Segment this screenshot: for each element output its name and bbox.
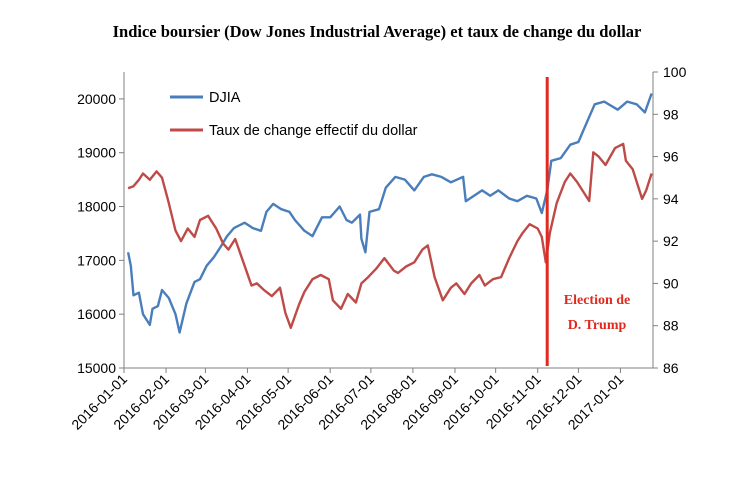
y-right-tick-label: 92 — [663, 233, 679, 249]
election-annotation-label: Election de — [564, 293, 631, 308]
y-right-tick-label: 90 — [663, 275, 679, 291]
election-annotation-label: D. Trump — [568, 318, 627, 333]
y-left-tick-label: 15000 — [77, 360, 116, 376]
y-left-tick-label: 16000 — [77, 306, 116, 322]
y-right-tick-label: 98 — [663, 106, 679, 122]
y-right-tick-label: 94 — [663, 191, 679, 207]
y-right-tick-label: 86 — [663, 360, 679, 376]
y-right-tick-label: 96 — [663, 149, 679, 165]
y-left-tick-label: 20000 — [77, 91, 116, 107]
y-left-tick-label: 18000 — [77, 199, 116, 215]
y-right-tick-label: 100 — [663, 64, 687, 80]
dollar-series-line — [127, 142, 653, 329]
legend-label: DJIA — [209, 90, 241, 106]
y-right-tick-label: 88 — [663, 318, 679, 334]
y-left-tick-label: 17000 — [77, 252, 116, 268]
legend-label: Taux de change effectif du dollar — [209, 123, 418, 139]
chart-title: Indice boursier (Dow Jones Industrial Av… — [112, 22, 642, 41]
y-left-tick-label: 19000 — [77, 145, 116, 161]
